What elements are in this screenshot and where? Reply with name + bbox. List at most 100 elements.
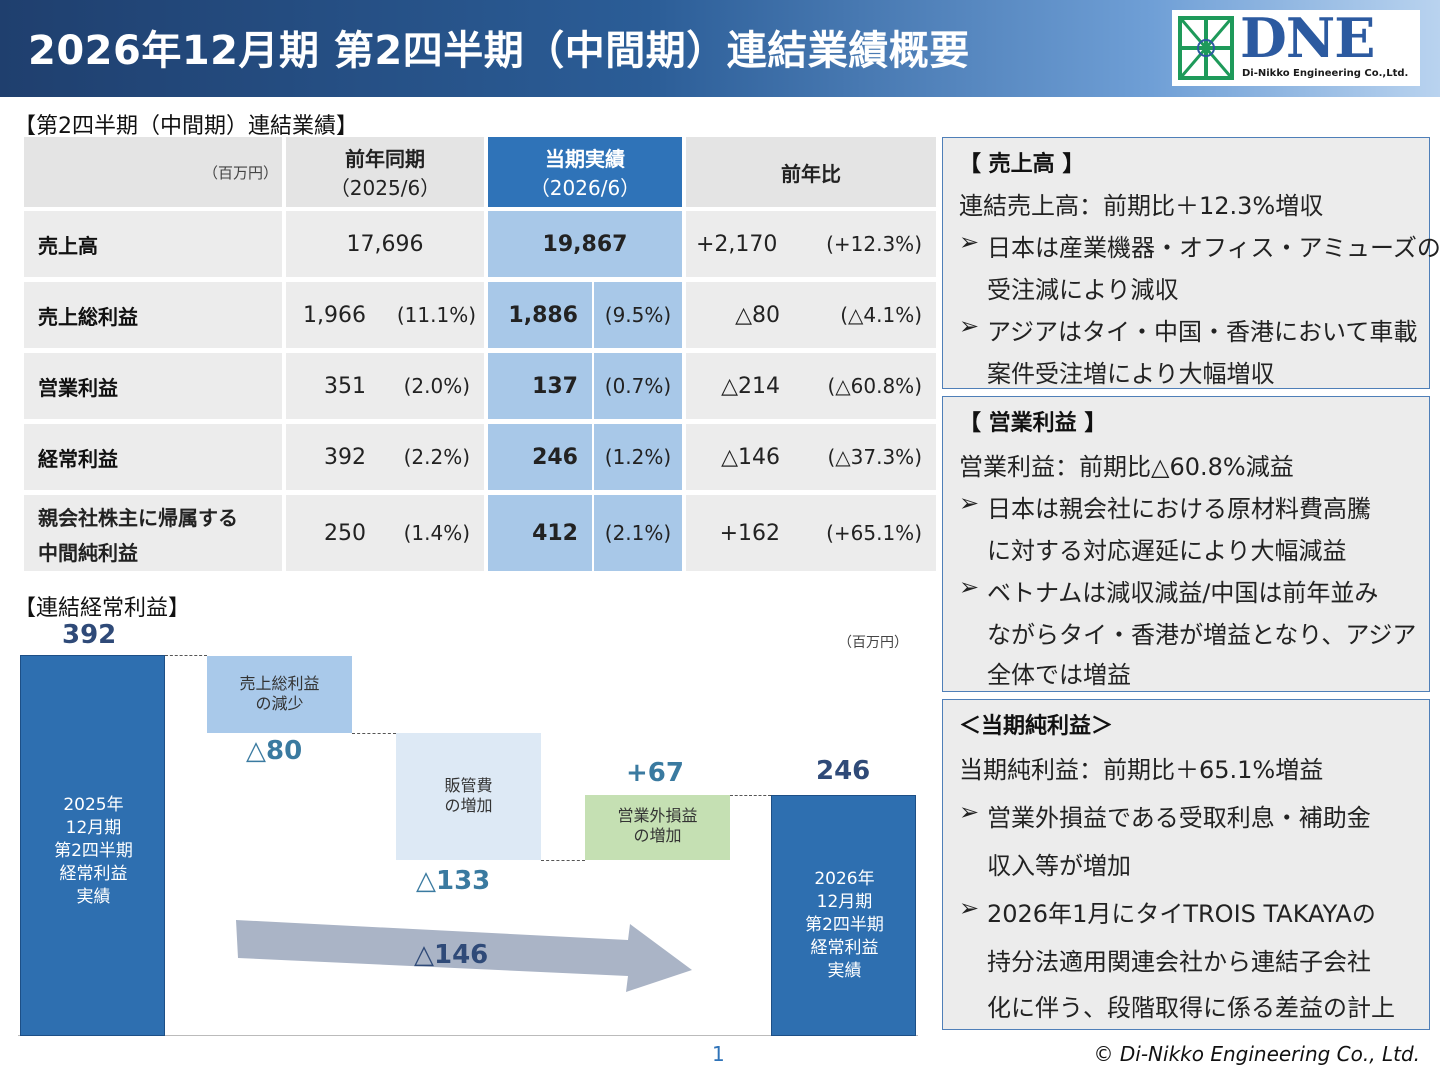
start-value-label: 392: [62, 620, 117, 650]
current-pct-ordinary-profit: (1.2%): [604, 445, 672, 469]
sales-bullet-2-line-2: 案件受注増により大幅増収: [987, 360, 1275, 388]
step3-caption-line: 営業外損益: [617, 806, 698, 825]
unit-label: （百万円）: [202, 163, 278, 182]
yoy-cell-ordinary-profit: △146 (△37.3%): [686, 424, 936, 490]
prev-value-ordinary-profit: 392: [324, 444, 366, 470]
yoy-pct-net-income: (+65.1%): [826, 521, 922, 545]
op-bullet-2-line-3: 全体では増益: [987, 661, 1131, 689]
bullet-arrow-icon: ➢: [959, 798, 980, 826]
connector-line: [352, 733, 396, 734]
prev-pct-ordinary-profit: (2.2%): [403, 445, 470, 469]
net-bullet-2-line-3: 化に伴う、段階取得に係る差益の計上: [987, 994, 1395, 1022]
yoy-diff-operating-profit: △214: [721, 373, 780, 399]
yoy-diff-gross-profit: △80: [735, 302, 780, 328]
step1-value-label: △80: [246, 736, 303, 766]
yoy-cell-operating-profit: △214 (△60.8%): [686, 353, 936, 419]
prev-value-net-income: 250: [324, 520, 366, 546]
start-caption-line: 第2四半期: [54, 841, 133, 861]
row-label-ordinary-profit: 経常利益: [24, 424, 282, 490]
net-box-heading: ＜当期純利益＞: [959, 714, 1114, 739]
yoy-cell-sales: +2,170 (+12.3%): [686, 211, 936, 277]
end-bar-caption: 2026年 12月期 第2四半期 経常利益 実績: [772, 868, 917, 983]
current-pct-cell-gross-profit: (9.5%): [594, 282, 682, 348]
prev-cell-operating-profit: 351 (2.0%): [286, 353, 484, 419]
sales-bullet-1-line-2: 受注減により減収: [987, 276, 1179, 304]
start-bar-caption: 2025年 12月期 第2四半期 経常利益 実績: [21, 794, 166, 909]
prev-pct-operating-profit: (2.0%): [403, 374, 470, 398]
company-logo: DNE Di-Nikko Engineering Co.,Ltd.: [1172, 6, 1420, 86]
sales-bullet-1-line-1: 日本は産業機器・オフィス・アミューズの: [987, 234, 1440, 262]
current-pct-cell-ordinary-profit: (1.2%): [594, 424, 682, 490]
yoy-pct-gross-profit: (△4.1%): [840, 303, 922, 327]
end-caption-line: 第2四半期: [805, 915, 884, 935]
end-caption-line: 12月期: [816, 892, 873, 912]
bullet-arrow-icon: ➢: [959, 489, 980, 517]
start-bar: 2025年 12月期 第2四半期 経常利益 実績: [20, 655, 165, 1036]
row-label-gross-profit: 売上総利益: [24, 282, 282, 348]
yoy-cell-net-income: +162 (+65.1%): [686, 495, 936, 571]
column-header-current: 当期実績 （2026/6）: [488, 137, 682, 207]
page-title: 2026年12月期 第2四半期（中間期）連結業績概要: [28, 28, 970, 74]
arrow-value-label: △146: [414, 940, 489, 970]
yoy-cell-gross-profit: △80 (△4.1%): [686, 282, 936, 348]
unit-header-cell: （百万円）: [24, 137, 282, 207]
current-value-ordinary-profit: 246: [532, 444, 578, 470]
step3-value-label: +67: [626, 758, 684, 788]
yoy-diff-ordinary-profit: △146: [721, 444, 780, 470]
yoy-pct-operating-profit: (△60.8%): [827, 374, 922, 398]
step1-caption: 売上総利益 の減少: [207, 674, 352, 714]
end-bar: 2026年 12月期 第2四半期 経常利益 実績: [771, 795, 916, 1036]
bullet-arrow-icon: ➢: [959, 894, 980, 922]
logo-mark-icon: [1178, 16, 1234, 80]
prev-value-gross-profit: 1,966: [303, 302, 366, 328]
row-label-sales: 売上高: [24, 211, 282, 277]
bullet-arrow-icon: ➢: [959, 573, 980, 601]
start-caption-line: 実績: [76, 887, 111, 907]
current-pct-cell-net-income: (2.1%): [594, 495, 682, 571]
row-label-operating-profit: 営業利益: [24, 353, 282, 419]
current-value-gross-profit: 1,886: [508, 302, 578, 328]
op-bullet-2-line-1: ベトナムは減収減益/中国は前年並み: [987, 579, 1379, 607]
bullet-arrow-icon: ➢: [959, 312, 980, 340]
end-caption-line: 2026年: [814, 869, 875, 889]
step2-caption-line: の増加: [444, 796, 493, 815]
current-pct-operating-profit: (0.7%): [604, 374, 672, 398]
op-bullet-1-line-1: 日本は親会社における原材料費高騰: [987, 495, 1371, 523]
current-value-net-income: 412: [532, 520, 578, 546]
sales-box-heading: 【 売上高 】: [959, 152, 1085, 177]
yoy-pct-ordinary-profit: (△37.3%): [827, 445, 922, 469]
column-yoy-label: 前年比: [781, 161, 841, 186]
current-cell-gross-profit: 1,886: [488, 282, 592, 348]
column-prev-label: 前年同期: [345, 147, 425, 171]
waterfall-unit-label: （百万円）: [838, 635, 908, 651]
prev-value-sales: 17,696: [346, 231, 424, 257]
yoy-pct-sales: (+12.3%): [826, 232, 922, 256]
step-bar-gross-profit-decrease: 売上総利益 の減少: [207, 656, 352, 733]
op-bullet-2-line-2: ながらタイ・香港が増益となり、アジア: [987, 621, 1417, 649]
results-section-label: 【第2四半期（中間期）連結業績】: [14, 114, 358, 139]
waterfall-section-label: 【連結経常利益】: [14, 596, 191, 621]
prev-cell-sales: 17,696: [286, 211, 484, 277]
net-bullet-1-line-1: 営業外損益である受取利息・補助金: [987, 804, 1371, 832]
end-value-label: 246: [816, 756, 871, 786]
decrease-arrow-icon: [236, 920, 692, 992]
sales-commentary-box: 【 売上高 】 連結売上高：前期比＋12.3%増収 ➢ 日本は産業機器・オフィス…: [942, 137, 1440, 389]
step3-caption-line: の増加: [633, 826, 682, 845]
waterfall-baseline: [18, 1035, 918, 1036]
row-label-net-income-line1: 親会社株主に帰属する: [38, 506, 238, 530]
column-current-sub: （2026/6）: [529, 176, 641, 200]
current-value-operating-profit: 137: [532, 373, 578, 399]
net-box-summary: 当期純利益：前期比＋65.1%増益: [959, 756, 1324, 784]
prev-value-operating-profit: 351: [324, 373, 366, 399]
step-bar-sga-increase: 販管費 の増加: [396, 733, 541, 860]
column-header-prev: 前年同期 （2025/6）: [286, 137, 484, 207]
op-box-heading: 【 営業利益 】: [959, 411, 1107, 436]
logo-text: DNE: [1240, 6, 1375, 70]
start-caption-line: 経常利益: [59, 864, 128, 884]
page-number: 1: [712, 1042, 725, 1066]
row-label-net-income-line2: 中間純利益: [38, 541, 138, 565]
connector-line: [730, 795, 771, 796]
prev-pct-gross-profit: (11.1%): [396, 303, 476, 327]
sales-bullet-2-line-1: アジアはタイ・中国・香港において車載: [987, 318, 1418, 346]
prev-pct-net-income: (1.4%): [403, 521, 470, 545]
